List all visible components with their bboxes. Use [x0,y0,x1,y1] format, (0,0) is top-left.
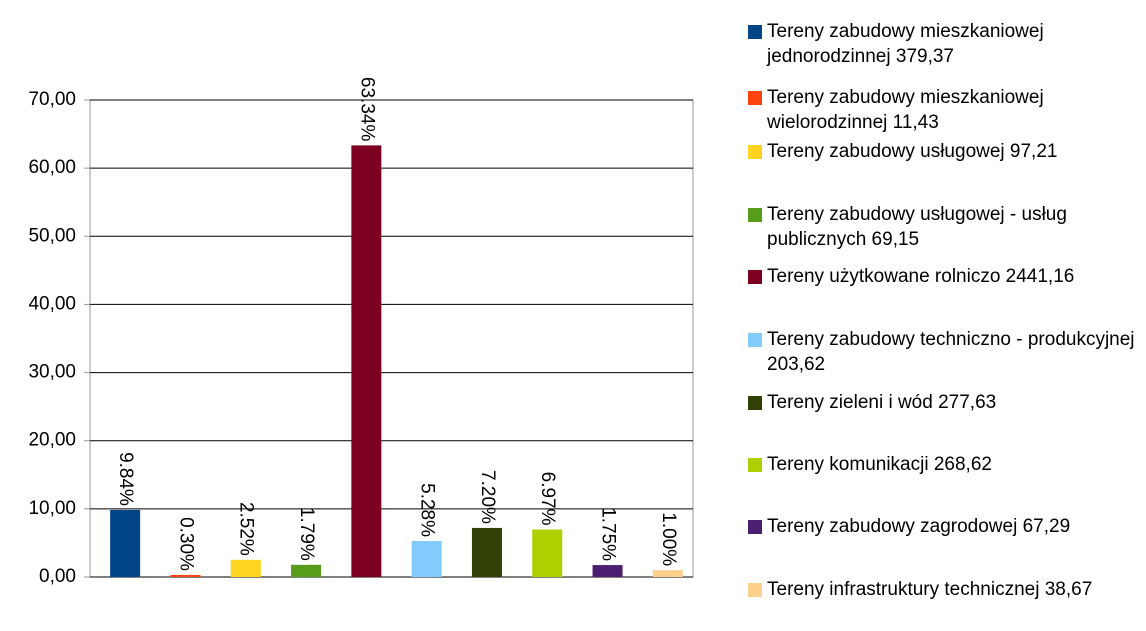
legend-item: Tereny komunikacji 268,62 [746,452,1142,477]
legend-label: Tereny zabudowy techniczno - produkcyjne… [767,329,1135,375]
y-tick-label: 0,00 [39,566,76,587]
legend-swatch [748,145,762,159]
legend-label: Tereny infrastruktury technicznej 38,67 [767,579,1093,600]
legend-swatch [748,25,762,39]
bar [411,541,442,577]
legend-item: Tereny zabudowy usługowej 97,21 [746,139,1142,164]
legend-swatch [748,270,762,284]
legend-label: Tereny użytkowane rolniczo 2441,16 [767,266,1075,287]
legend-label: Tereny komunikacji 268,62 [767,454,992,475]
data-label: 7.20% [477,470,498,524]
legend-swatch [748,520,762,534]
y-tick-label: 20,00 [28,430,76,451]
legend-item: Tereny zabudowy zagrodowej 67,29 [746,514,1142,539]
legend-item: Tereny użytkowane rolniczo 2441,16 [746,264,1142,289]
data-label: 9.84% [115,452,136,506]
legend-item: Tereny zabudowy usługowej - usług public… [746,202,1142,252]
legend-swatch [748,458,762,472]
data-label: 63.34% [356,77,377,142]
legend-item: Tereny zabudowy mieszkaniowej jednorodzi… [746,19,1142,69]
legend-swatch [748,208,762,222]
legend-label: Tereny zabudowy zagrodowej 67,29 [767,516,1071,537]
y-tick-label: 40,00 [28,293,76,314]
bar [291,564,322,577]
legend-swatch [748,396,762,410]
data-label: 5.28% [417,483,438,537]
data-label: 1.00% [658,512,679,566]
legend-item: Tereny infrastruktury technicznej 38,67 [746,577,1142,602]
legend-label: Tereny zabudowy usługowej 97,21 [767,141,1058,162]
bar [170,574,201,577]
legend-label: Tereny zabudowy mieszkaniowej wielorodzi… [767,87,1044,133]
data-label: 1.75% [598,507,619,561]
chart: 0,00 10,00 20,00 30,00 40,00 50,00 60,00 70,00 9… [28,77,694,587]
bar [471,527,502,577]
y-tick-label: 60,00 [28,157,76,178]
data-label: 1.79% [296,507,317,561]
legend-label: Tereny zabudowy mieszkaniowej jednorodzi… [767,21,1044,67]
bar [230,559,261,577]
legend-item: Tereny zabudowy techniczno - produkcyjne… [746,327,1142,377]
legend-label: Tereny zieleni i wód 277,63 [767,392,997,413]
data-label: 6.97% [537,472,558,526]
legend-item: Tereny zieleni i wód 277,63 [746,390,1142,415]
plot-area [89,99,694,578]
legend-swatch [748,333,762,347]
y-tick-label: 30,00 [28,362,76,383]
legend-item: Tereny zabudowy mieszkaniowej wielorodzi… [746,85,1142,135]
data-label: 2.52% [236,502,257,556]
legend-swatch [748,91,762,105]
y-tick-label: 50,00 [28,225,76,246]
y-tick-label: 10,00 [28,498,76,519]
legend-swatch [748,583,762,597]
bar [532,529,563,577]
data-label: 0.30% [175,517,196,571]
bar [592,565,623,577]
bar [652,570,683,577]
bar [110,509,141,577]
y-tick-label: 70,00 [28,89,76,110]
bar [351,145,382,577]
legend-label: Tereny zabudowy usługowej - usług public… [767,204,1067,250]
